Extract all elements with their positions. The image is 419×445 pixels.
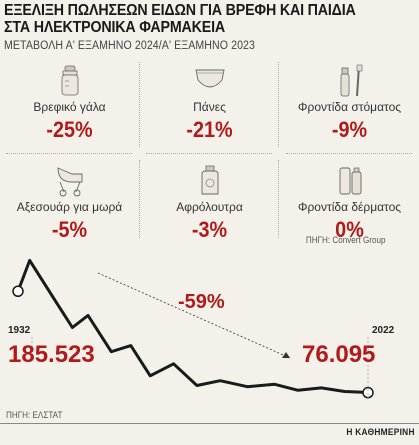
category-change: -5% (51, 217, 88, 242)
baby-bottle-icon (61, 65, 78, 96)
category-cell: Φροντίδα δέρματος 0% (280, 156, 419, 253)
category-label: Αφρόλουτρα (176, 200, 243, 214)
toothbrush-icon (340, 64, 362, 97)
end-value: 76.095 (302, 341, 375, 368)
trend-arrowhead (282, 352, 290, 358)
category-change: -21% (186, 117, 233, 142)
category-grid: Βρεφικό γάλα -25% Πάνες -21% Φροντίδα στ… (0, 56, 419, 251)
bath-bottle-icon (201, 165, 218, 195)
source-convert-group: ΠΗΓΗ: Convert Group (305, 235, 385, 245)
divider (278, 62, 279, 147)
divider (6, 153, 132, 154)
divider (278, 160, 279, 238)
divider (146, 153, 272, 154)
start-value: 185.523 (8, 341, 95, 368)
series-line (16, 258, 369, 395)
category-label: Αξεσουάρ για μωρά (16, 200, 123, 214)
category-change: -3% (191, 217, 228, 242)
category-cell: Φροντίδα στόματος -9% (280, 56, 419, 153)
category-label: Πάνες (193, 100, 226, 114)
start-marker (12, 285, 24, 297)
category-cell: Αφρόλουτρα -3% (140, 156, 279, 253)
start-year: 1932 (8, 325, 31, 336)
divider (286, 153, 412, 154)
category-change: -25% (46, 117, 93, 142)
chart-subtitle: ΜΕΤΑΒΟΛΗ Α' ΕΞΑΜΗΝΟ 2024/Α' ΕΞΑΜΗΝΟ 2023 (4, 40, 256, 52)
source-elstat: ΠΗΓΗ: ΕΛΣΤΑΤ (6, 410, 63, 420)
category-change: -9% (331, 117, 368, 142)
stroller-icon (57, 167, 82, 197)
category-label: Φροντίδα δέρματος (297, 200, 402, 214)
category-change: 0% (335, 217, 364, 242)
brand-logo: Η ΚΑΘΗΜΕΡΙΝΗ (346, 427, 415, 438)
category-cell: Βρεφικό γάλα -25% (0, 56, 139, 153)
footer-rule (0, 423, 419, 424)
cream-tube-icon (339, 167, 361, 195)
end-year: 2022 (372, 325, 395, 336)
chart-title: ΕΞΕΛΙΞΗ ΠΩΛΗΣΕΩΝ ΕΙΔΩΝ ΓΙΑ ΒΡΕΦΗ ΚΑΙ ΠΑΙ… (4, 2, 356, 36)
category-cell: Αξεσουάρ για μωρά -5% (0, 156, 139, 253)
category-label: Βρεφικό γάλα (33, 100, 106, 114)
trend-arrow (97, 272, 291, 359)
diaper-icon (194, 69, 225, 88)
divider (139, 160, 140, 238)
change-label: -59% (178, 291, 225, 313)
category-cell: Πάνες -21% (140, 56, 279, 153)
divider (139, 62, 140, 147)
category-label: Φροντίδα στόματος (297, 100, 402, 114)
population-line-chart: 1932 185.523 2022 76.095 -59% (8, 258, 395, 400)
